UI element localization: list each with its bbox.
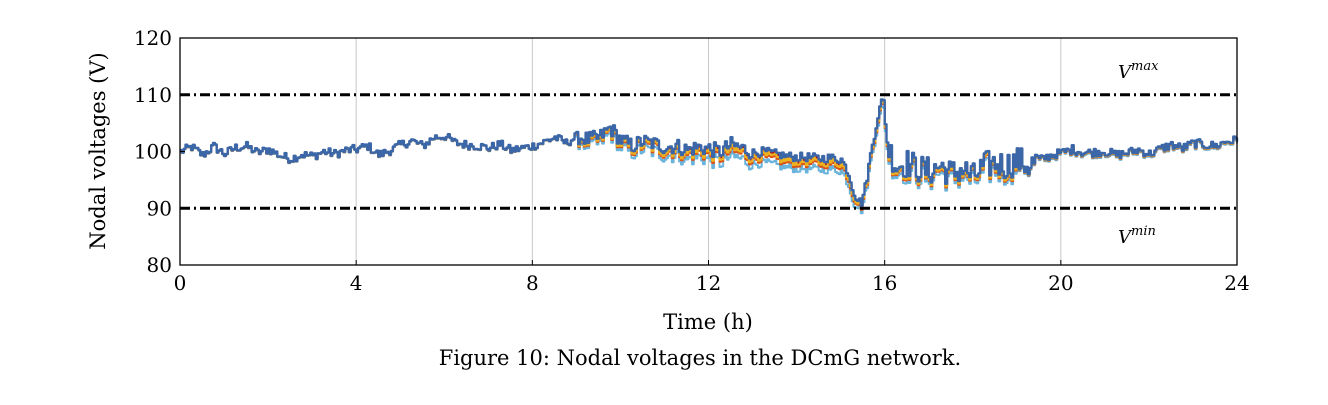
- vmin-label: V: [1118, 227, 1133, 248]
- vmin-superscript: min: [1131, 224, 1156, 239]
- y-tick-label: 80: [147, 253, 172, 277]
- y-tick-label: 90: [147, 196, 172, 220]
- vmin-annotation: Vmin: [1118, 224, 1156, 248]
- x-tick-label: 24: [1224, 271, 1249, 295]
- x-tick-label: 20: [1048, 271, 1073, 295]
- y-tick-label: 120: [134, 26, 172, 50]
- x-tick-label: 12: [696, 271, 721, 295]
- vmax-superscript: max: [1131, 59, 1159, 74]
- x-tick-label: 16: [872, 271, 897, 295]
- x-tick-label: 8: [526, 271, 539, 295]
- y-axis-ticks: 80 90 100 110 120: [134, 26, 185, 277]
- vmax-annotation: Vmax: [1118, 59, 1159, 83]
- chart: 0 4 8 12 16 20 24 80 90 100 110 120 Time (h) Nodal…: [86, 26, 1250, 334]
- series-line-node-1: [180, 98, 1239, 207]
- x-axis-label: Time (h): [663, 310, 753, 334]
- y-axis-label: Nodal voltages (V): [86, 52, 110, 249]
- series-lines: [180, 98, 1239, 215]
- x-tick-label: 0: [174, 271, 187, 295]
- reference-lines: [180, 93, 1237, 210]
- y-tick-label: 110: [134, 83, 172, 107]
- vmax-label: V: [1118, 62, 1133, 83]
- y-tick-label: 100: [134, 140, 172, 164]
- x-axis-ticks: 0 4 8 12 16 20 24: [174, 260, 1250, 295]
- x-tick-label: 4: [350, 271, 363, 295]
- figure-caption: Figure 10: Nodal voltages in the DCmG ne…: [438, 346, 962, 370]
